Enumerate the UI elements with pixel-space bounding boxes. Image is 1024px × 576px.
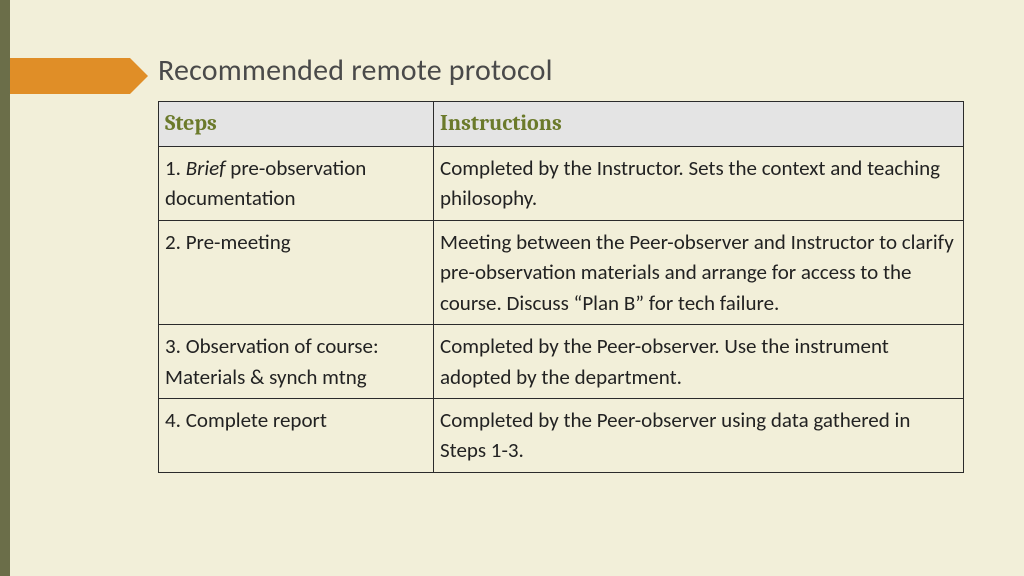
step-emphasis: Brief bbox=[186, 155, 226, 181]
table-row: 1. Brief pre-observation documentation C… bbox=[159, 146, 964, 220]
instruction-cell: Completed by the Peer-observer. Use the … bbox=[434, 325, 964, 399]
table-row: 2. Pre-meeting Meeting between the Peer-… bbox=[159, 220, 964, 324]
step-cell: 1. Brief pre-observation documentation bbox=[159, 146, 434, 220]
step-cell: 2. Pre-meeting bbox=[159, 220, 434, 324]
page-title: Recommended remote protocol bbox=[158, 52, 964, 89]
instruction-cell: Completed by the Peer-observer using dat… bbox=[434, 398, 964, 472]
step-cell: 3. Observation of course: Materials & sy… bbox=[159, 325, 434, 399]
instruction-cell: Completed by the Instructor. Sets the co… bbox=[434, 146, 964, 220]
slide-content: Recommended remote protocol Steps Instru… bbox=[158, 52, 964, 473]
header-steps: Steps bbox=[159, 102, 434, 147]
step-cell: 4. Complete report bbox=[159, 398, 434, 472]
step-prefix: 1. bbox=[165, 155, 186, 181]
accent-arrow bbox=[10, 58, 130, 94]
table-header-row: Steps Instructions bbox=[159, 102, 964, 147]
header-instructions: Instructions bbox=[434, 102, 964, 147]
table-row: 4. Complete report Completed by the Peer… bbox=[159, 398, 964, 472]
table-row: 3. Observation of course: Materials & sy… bbox=[159, 325, 964, 399]
instruction-cell: Meeting between the Peer-observer and In… bbox=[434, 220, 964, 324]
step-prefix: 2. Pre-meeting bbox=[165, 229, 291, 255]
step-prefix: 3. Observation of course: Materials & sy… bbox=[165, 333, 379, 389]
protocol-table: Steps Instructions 1. Brief pre-observat… bbox=[158, 101, 964, 473]
step-prefix: 4. Complete report bbox=[165, 407, 327, 433]
